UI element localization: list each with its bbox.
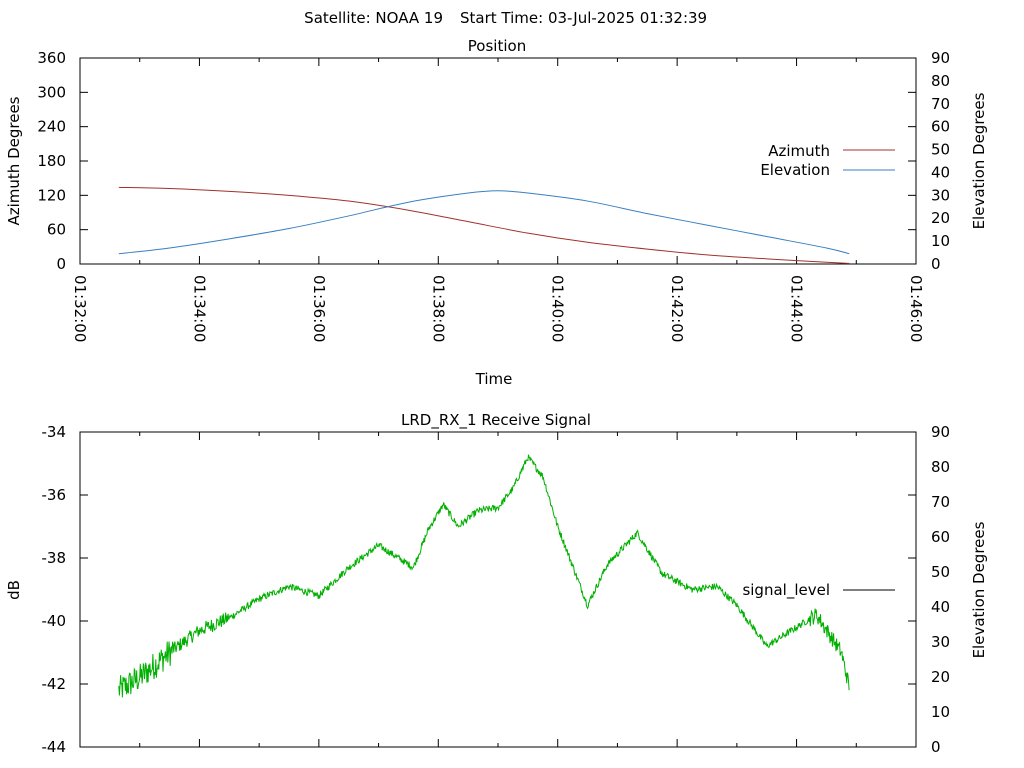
position-legend: Azimuth Elevation: [760, 142, 895, 179]
position-x-axis-label: Time: [475, 370, 513, 388]
y-tick-label: -40: [42, 612, 67, 630]
legend-label-azimuth: Azimuth: [768, 142, 830, 160]
y2-tick-label: 90: [931, 49, 950, 67]
y2-tick-label: 70: [931, 95, 950, 113]
position-chart: Position 0 60 120 180 240 300 360 0 10 20 30 40 50 6…: [5, 37, 988, 388]
y2-tick-label: 80: [931, 72, 950, 90]
y2-tick-label: 30: [931, 633, 950, 651]
y2-tick-label: 0: [931, 255, 941, 273]
x-tick-label: 01:34:00: [190, 275, 208, 342]
series-line-signal-level: [118, 454, 850, 698]
position-y2-ticks: 0 10 20 30 40 50 60 70 80 90: [931, 49, 950, 273]
legend-label-elevation: Elevation: [760, 161, 830, 179]
y-tick-label: 360: [37, 49, 66, 67]
y2-tick-label: 50: [931, 563, 950, 581]
x-tick-label: 01:46:00: [907, 275, 925, 342]
x-tick-label: 01:42:00: [668, 275, 686, 342]
x-tick-label: 01:32:00: [71, 275, 89, 342]
x-tick-label: 01:38:00: [429, 275, 447, 342]
series-line-azimuth: [118, 186, 850, 264]
x-tick-label: 01:40:00: [549, 275, 567, 342]
position-x-ticks: 01:32:00 01:34:00 01:36:00 01:38:00 01:40:00…: [71, 58, 925, 342]
series-line-elevation: [118, 190, 850, 255]
y-tick-label: 60: [47, 221, 66, 239]
y-tick-label: -34: [42, 423, 67, 441]
y2-tick-label: 60: [931, 528, 950, 546]
y2-tick-label: 0: [931, 738, 941, 756]
y2-tick-label: 50: [931, 141, 950, 159]
start-time-label: Start Time: 03-Jul-2025 01:32:39: [460, 9, 707, 27]
y-tick-label: 240: [37, 118, 66, 136]
position-y-axis-label: Azimuth Degrees: [5, 96, 23, 225]
signal-legend: signal_level: [742, 581, 895, 600]
y2-tick-label: 20: [931, 209, 950, 227]
signal-chart: LRD_RX_1 Receive Signal -34-36-38-40-42-…: [5, 411, 988, 756]
y2-tick-label: 40: [931, 163, 950, 181]
y-tick-label: -36: [42, 486, 67, 504]
y2-tick-label: 70: [931, 493, 950, 511]
position-series: [118, 186, 850, 264]
y2-tick-label: 10: [931, 703, 950, 721]
y2-tick-label: 10: [931, 232, 950, 250]
x-tick-label: 01:44:00: [788, 275, 806, 342]
y-tick-label: -44: [42, 738, 67, 756]
signal-y-ticks: -34 -36 -38 -40 -42 -44: [42, 423, 916, 756]
signal-y-axis-label: dB: [5, 580, 23, 600]
y2-tick-label: 40: [931, 598, 950, 616]
signal-chart-title: LRD_RX_1 Receive Signal: [401, 411, 591, 430]
signal-x-ticks: [79, 432, 917, 747]
signal-series: [118, 454, 850, 698]
y2-tick-label: 80: [931, 458, 950, 476]
y2-tick-label: 60: [931, 118, 950, 136]
position-chart-title: Position: [468, 37, 526, 55]
y-tick-label: 0: [56, 255, 66, 273]
y-tick-label: -42: [42, 675, 67, 693]
y2-tick-label: 30: [931, 186, 950, 204]
x-tick-label: 01:36:00: [310, 275, 328, 342]
y2-tick-label: 20: [931, 668, 950, 686]
y2-tick-label: 90: [931, 423, 950, 441]
y-tick-label: 120: [37, 186, 66, 204]
y-tick-label: 300: [37, 83, 66, 101]
y-tick-label: -38: [42, 549, 67, 567]
legend-label-signal-level: signal_level: [742, 581, 830, 600]
signal-y2-ticks: 0 10 20 30 40 50 60 70 80 90: [931, 423, 950, 756]
satellite-label: Satellite: NOAA 19: [304, 9, 443, 27]
y-tick-label: 180: [37, 152, 66, 170]
signal-y2-axis-label: Elevation Degrees: [970, 521, 988, 658]
position-y2-axis-label: Elevation Degrees: [970, 92, 988, 229]
position-y-ticks: 0 60 120 180 240 300 360: [37, 49, 916, 273]
